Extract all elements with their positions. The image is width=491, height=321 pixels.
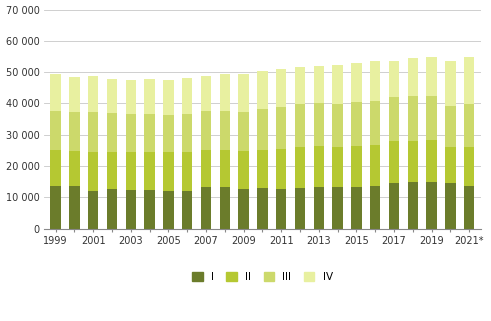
Bar (445, 106, 456, 147)
Bar (464, 57, 474, 104)
Bar (257, 109, 268, 150)
Bar (239, 74, 249, 112)
Bar (389, 141, 399, 183)
Bar (182, 78, 192, 114)
Bar (219, 74, 230, 111)
Bar (126, 114, 136, 152)
Bar (239, 112, 249, 151)
Bar (51, 151, 61, 186)
Bar (332, 104, 343, 147)
Bar (257, 150, 268, 188)
Bar (107, 189, 117, 229)
Bar (69, 77, 80, 112)
Bar (445, 183, 456, 229)
Bar (389, 183, 399, 229)
Bar (370, 61, 381, 101)
Legend: I, II, III, IV: I, II, III, IV (189, 269, 336, 285)
Bar (182, 114, 192, 152)
Bar (257, 71, 268, 109)
Bar (295, 104, 305, 147)
Bar (51, 186, 61, 229)
Bar (464, 147, 474, 186)
Bar (88, 112, 98, 152)
Bar (201, 111, 211, 150)
Bar (107, 113, 117, 152)
Bar (295, 147, 305, 188)
Bar (314, 146, 324, 187)
Bar (163, 80, 173, 115)
Bar (276, 149, 286, 189)
Bar (276, 69, 286, 107)
Bar (219, 150, 230, 187)
Bar (427, 141, 437, 182)
Bar (427, 182, 437, 229)
Bar (351, 63, 361, 102)
Bar (201, 187, 211, 229)
Bar (107, 152, 117, 189)
Bar (163, 191, 173, 229)
Bar (219, 111, 230, 150)
Bar (182, 152, 192, 191)
Bar (69, 186, 80, 229)
Bar (295, 188, 305, 229)
Bar (351, 102, 361, 146)
Bar (314, 103, 324, 146)
Bar (126, 190, 136, 229)
Bar (163, 115, 173, 152)
Bar (389, 97, 399, 141)
Bar (201, 150, 211, 187)
Bar (88, 191, 98, 229)
Bar (107, 79, 117, 113)
Bar (332, 147, 343, 187)
Bar (408, 96, 418, 141)
Bar (69, 151, 80, 186)
Bar (408, 141, 418, 182)
Bar (219, 187, 230, 229)
Bar (427, 57, 437, 96)
Bar (351, 146, 361, 187)
Bar (276, 107, 286, 149)
Bar (239, 151, 249, 189)
Bar (239, 189, 249, 229)
Bar (445, 147, 456, 183)
Bar (314, 66, 324, 103)
Bar (88, 152, 98, 191)
Bar (126, 80, 136, 114)
Bar (257, 188, 268, 229)
Bar (314, 187, 324, 229)
Bar (370, 145, 381, 187)
Bar (163, 152, 173, 191)
Bar (332, 187, 343, 229)
Bar (370, 187, 381, 229)
Bar (126, 152, 136, 190)
Bar (51, 74, 61, 111)
Bar (88, 76, 98, 112)
Bar (51, 111, 61, 151)
Bar (144, 152, 155, 190)
Bar (464, 104, 474, 147)
Bar (144, 114, 155, 152)
Bar (370, 101, 381, 145)
Bar (408, 182, 418, 229)
Bar (144, 190, 155, 229)
Bar (389, 61, 399, 97)
Bar (332, 65, 343, 104)
Bar (182, 191, 192, 229)
Bar (351, 187, 361, 229)
Bar (445, 61, 456, 106)
Bar (295, 67, 305, 104)
Bar (69, 112, 80, 151)
Bar (276, 189, 286, 229)
Bar (408, 58, 418, 96)
Bar (201, 76, 211, 111)
Bar (464, 186, 474, 229)
Bar (144, 79, 155, 114)
Bar (427, 96, 437, 141)
